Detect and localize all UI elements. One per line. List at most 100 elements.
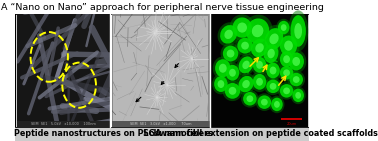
Ellipse shape xyxy=(248,36,271,60)
Ellipse shape xyxy=(212,74,230,94)
Bar xyxy=(112,121,210,127)
Ellipse shape xyxy=(232,17,252,38)
Ellipse shape xyxy=(222,81,243,101)
Ellipse shape xyxy=(270,67,276,74)
Text: 20um: 20um xyxy=(287,122,297,126)
Bar xyxy=(280,118,302,120)
Ellipse shape xyxy=(283,69,290,76)
Ellipse shape xyxy=(257,95,271,109)
Ellipse shape xyxy=(277,32,300,59)
Ellipse shape xyxy=(281,24,287,31)
Ellipse shape xyxy=(213,57,233,80)
Ellipse shape xyxy=(278,64,295,82)
Ellipse shape xyxy=(261,99,268,105)
Ellipse shape xyxy=(253,74,266,90)
Ellipse shape xyxy=(256,61,263,69)
Ellipse shape xyxy=(239,56,253,73)
Ellipse shape xyxy=(214,76,228,92)
Ellipse shape xyxy=(241,90,259,108)
Ellipse shape xyxy=(227,50,234,58)
Ellipse shape xyxy=(242,80,250,88)
Ellipse shape xyxy=(220,25,237,44)
Ellipse shape xyxy=(253,57,266,73)
Ellipse shape xyxy=(267,49,275,58)
Ellipse shape xyxy=(225,83,240,99)
Ellipse shape xyxy=(284,41,293,51)
Ellipse shape xyxy=(217,80,224,88)
Ellipse shape xyxy=(218,22,240,46)
Ellipse shape xyxy=(237,22,247,33)
Ellipse shape xyxy=(283,87,290,94)
Ellipse shape xyxy=(251,39,268,57)
Ellipse shape xyxy=(295,92,301,99)
Ellipse shape xyxy=(286,50,306,73)
Ellipse shape xyxy=(292,89,304,102)
Ellipse shape xyxy=(256,93,273,111)
Ellipse shape xyxy=(264,60,282,81)
Ellipse shape xyxy=(270,33,279,44)
Ellipse shape xyxy=(276,19,291,36)
Ellipse shape xyxy=(236,73,256,95)
Bar xyxy=(113,16,208,125)
Ellipse shape xyxy=(224,62,241,83)
Ellipse shape xyxy=(278,21,290,34)
Ellipse shape xyxy=(264,44,279,63)
Ellipse shape xyxy=(293,76,300,83)
Bar xyxy=(17,121,110,127)
Ellipse shape xyxy=(243,15,273,47)
Ellipse shape xyxy=(229,14,255,41)
Ellipse shape xyxy=(251,71,268,92)
Ellipse shape xyxy=(274,101,280,108)
Ellipse shape xyxy=(237,54,256,76)
Ellipse shape xyxy=(252,25,263,37)
Text: Schwann cell extension on peptide coated scaffolds: Schwann cell extension on peptide coated… xyxy=(143,129,378,138)
Text: A “Nano on Nano” approach for peripheral nerve tissue engineering: A “Nano on Nano” approach for peripheral… xyxy=(1,3,324,12)
Text: SEM  SE1   5.0kV   x10,000    100nm: SEM SE1 5.0kV x10,000 100nm xyxy=(31,122,96,126)
Ellipse shape xyxy=(288,10,308,51)
Ellipse shape xyxy=(290,73,303,86)
Bar xyxy=(112,14,210,127)
Ellipse shape xyxy=(256,78,263,86)
Ellipse shape xyxy=(266,63,280,78)
Ellipse shape xyxy=(280,36,297,56)
Bar xyxy=(17,14,110,127)
Ellipse shape xyxy=(265,28,283,50)
Ellipse shape xyxy=(246,95,253,102)
Ellipse shape xyxy=(264,78,282,95)
Ellipse shape xyxy=(220,43,241,64)
Ellipse shape xyxy=(270,96,285,113)
Ellipse shape xyxy=(229,69,236,77)
Ellipse shape xyxy=(283,55,290,63)
Text: SEM  SE1   3.0kV   x1,000     70um: SEM SE1 3.0kV x1,000 70um xyxy=(130,122,191,126)
Ellipse shape xyxy=(237,38,253,54)
Ellipse shape xyxy=(241,42,249,50)
Ellipse shape xyxy=(266,80,280,93)
Ellipse shape xyxy=(280,84,293,98)
Ellipse shape xyxy=(287,71,305,88)
Ellipse shape xyxy=(290,15,306,47)
Ellipse shape xyxy=(280,51,293,67)
Bar xyxy=(211,14,308,127)
Ellipse shape xyxy=(235,35,255,56)
Ellipse shape xyxy=(278,82,295,100)
Ellipse shape xyxy=(223,46,238,61)
Text: Peptide nanostructures on PLGA nanofibers: Peptide nanostructures on PLGA nanofiber… xyxy=(14,129,212,138)
Bar xyxy=(15,0,309,14)
Ellipse shape xyxy=(292,57,300,66)
Ellipse shape xyxy=(270,83,276,90)
Ellipse shape xyxy=(215,59,231,77)
Ellipse shape xyxy=(239,76,254,92)
Ellipse shape xyxy=(229,87,236,95)
Ellipse shape xyxy=(251,55,268,75)
Ellipse shape xyxy=(242,61,250,69)
Ellipse shape xyxy=(288,52,304,70)
Ellipse shape xyxy=(246,18,269,43)
Ellipse shape xyxy=(294,23,302,39)
Ellipse shape xyxy=(226,65,239,81)
Ellipse shape xyxy=(219,64,227,73)
Ellipse shape xyxy=(262,41,281,66)
Bar xyxy=(15,127,309,141)
Ellipse shape xyxy=(278,49,295,70)
Ellipse shape xyxy=(280,66,293,80)
Ellipse shape xyxy=(291,87,306,104)
